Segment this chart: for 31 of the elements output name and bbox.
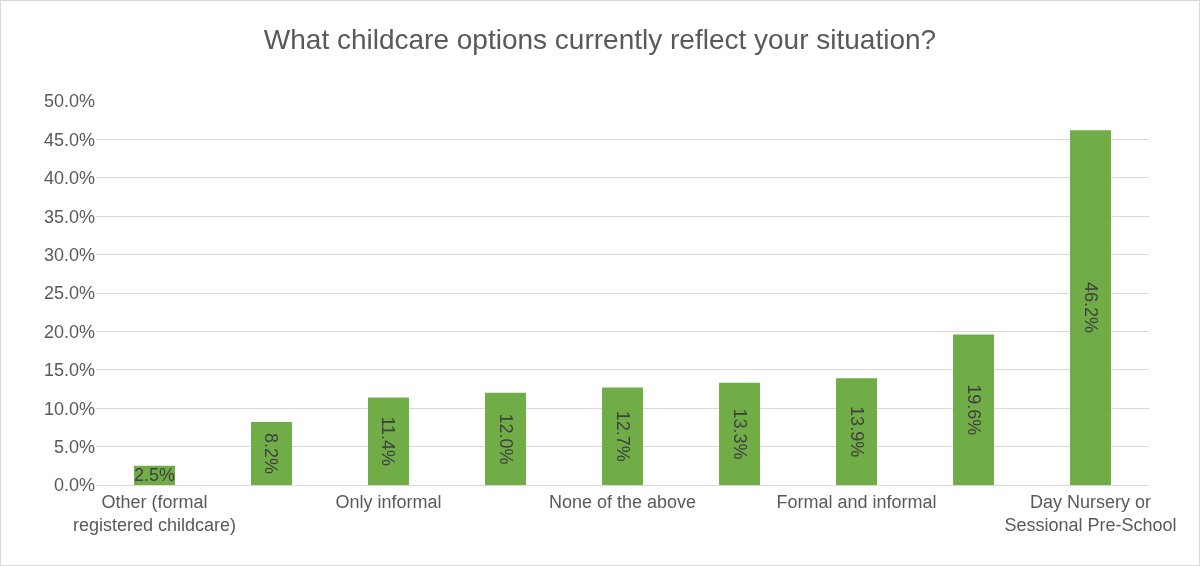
data-label: 12.0% bbox=[495, 413, 516, 465]
y-tick-label: 40.0% bbox=[43, 168, 95, 189]
x-tick-label: None of the above bbox=[548, 491, 697, 512]
data-label: 11.4% bbox=[378, 416, 399, 467]
y-tick-label: 10.0% bbox=[43, 398, 95, 419]
y-tick-label: 35.0% bbox=[43, 206, 95, 227]
data-label: 13.3% bbox=[729, 408, 750, 460]
y-tick-label: 15.0% bbox=[43, 360, 95, 381]
y-tick-label: 50.0% bbox=[43, 91, 95, 112]
y-tick-label: 20.0% bbox=[43, 321, 95, 342]
data-label: 46.2% bbox=[1080, 282, 1101, 334]
bar bbox=[368, 397, 409, 485]
y-tick-label: 5.0% bbox=[53, 436, 95, 457]
y-tick-label: 25.0% bbox=[43, 283, 95, 304]
bar bbox=[836, 378, 877, 485]
data-label: 19.6% bbox=[963, 384, 984, 436]
x-tick-label: Only informal bbox=[335, 491, 442, 512]
data-label: 2.5% bbox=[133, 465, 176, 486]
bar bbox=[719, 382, 760, 485]
x-tick-label: Day Nursery or Sessional Pre-School bbox=[1004, 491, 1177, 535]
data-label: 13.9% bbox=[846, 406, 867, 458]
bar bbox=[485, 392, 526, 485]
data-label: 12.7% bbox=[612, 410, 633, 462]
data-label: 8.2% bbox=[261, 432, 282, 475]
bar bbox=[602, 387, 643, 485]
bar bbox=[953, 334, 994, 485]
bar bbox=[1070, 130, 1111, 485]
y-tick-label: 30.0% bbox=[43, 244, 95, 265]
y-tick-label: 45.0% bbox=[43, 129, 95, 150]
x-tick-label: Formal and informal bbox=[776, 491, 937, 512]
chart-title: What childcare options currently reflect your situation? bbox=[263, 23, 937, 55]
